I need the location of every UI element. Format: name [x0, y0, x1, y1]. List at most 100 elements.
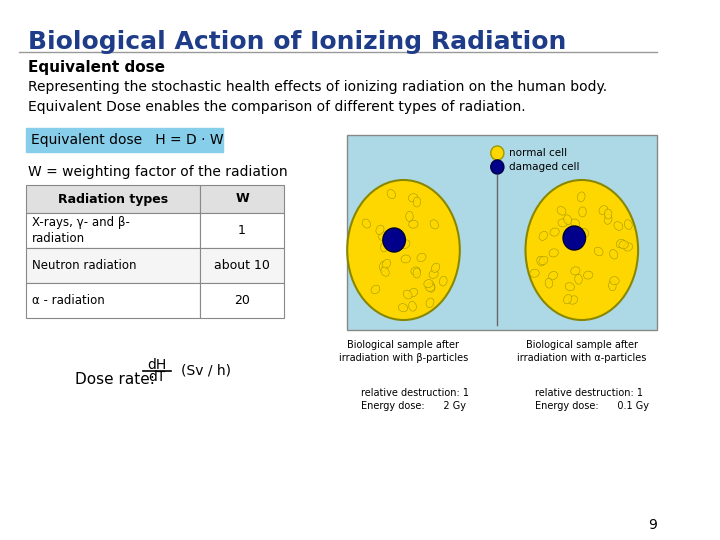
Ellipse shape	[426, 298, 434, 308]
Text: Equivalent dose   H = D · W: Equivalent dose H = D · W	[31, 133, 224, 147]
Bar	[26, 213, 200, 248]
Ellipse shape	[379, 232, 387, 240]
Text: (Sv / h): (Sv / h)	[181, 364, 231, 378]
Ellipse shape	[439, 276, 447, 286]
Ellipse shape	[580, 228, 589, 237]
Text: W: W	[235, 192, 249, 206]
Text: about 10: about 10	[214, 259, 270, 272]
Ellipse shape	[594, 247, 603, 256]
Ellipse shape	[426, 284, 435, 292]
Ellipse shape	[362, 219, 371, 228]
Bar	[26, 248, 200, 283]
Text: W = weighting factor of the radiation: W = weighting factor of the radiation	[28, 165, 288, 179]
Ellipse shape	[406, 211, 413, 221]
Bar	[26, 283, 200, 318]
Ellipse shape	[610, 276, 619, 285]
Ellipse shape	[401, 255, 410, 263]
Ellipse shape	[530, 269, 539, 277]
Ellipse shape	[403, 290, 412, 299]
Ellipse shape	[431, 263, 440, 272]
Text: X-rays, γ- and β-
radiation: X-rays, γ- and β- radiation	[32, 216, 130, 245]
Ellipse shape	[545, 278, 553, 288]
Ellipse shape	[381, 267, 390, 276]
Ellipse shape	[557, 206, 566, 215]
Text: Neutron radiation: Neutron radiation	[32, 259, 136, 272]
Circle shape	[383, 228, 405, 252]
Bar	[200, 248, 284, 283]
Ellipse shape	[413, 268, 420, 278]
Text: Radiation types: Radiation types	[58, 192, 168, 206]
Ellipse shape	[614, 222, 623, 230]
Text: Equivalent dose: Equivalent dose	[28, 60, 165, 75]
Text: normal cell: normal cell	[508, 148, 567, 158]
Ellipse shape	[424, 280, 433, 288]
Ellipse shape	[409, 288, 418, 297]
Ellipse shape	[413, 197, 420, 207]
Ellipse shape	[564, 215, 572, 225]
Ellipse shape	[624, 243, 633, 251]
Ellipse shape	[575, 274, 582, 284]
Ellipse shape	[409, 220, 418, 228]
Text: α - radiation: α - radiation	[32, 294, 104, 307]
Ellipse shape	[565, 282, 575, 291]
Ellipse shape	[569, 296, 577, 304]
Ellipse shape	[537, 256, 544, 266]
Text: relative destruction: 1
Energy dose:      0.1 Gy: relative destruction: 1 Energy dose: 0.1…	[535, 388, 649, 411]
Ellipse shape	[575, 239, 582, 249]
Text: 9: 9	[648, 518, 657, 532]
Ellipse shape	[417, 253, 426, 261]
Bar	[200, 185, 284, 213]
Ellipse shape	[371, 285, 380, 294]
Text: Biological Action of Ionizing Radiation: Biological Action of Ionizing Radiation	[28, 30, 567, 54]
FancyBboxPatch shape	[26, 128, 223, 152]
Ellipse shape	[571, 267, 580, 275]
Ellipse shape	[610, 249, 618, 259]
Text: dT: dT	[148, 370, 166, 384]
Text: Biological sample after
irradiation with β-particles: Biological sample after irradiation with…	[339, 340, 468, 363]
Text: relative destruction: 1
Energy dose:      2 Gy: relative destruction: 1 Energy dose: 2 G…	[361, 388, 469, 411]
Ellipse shape	[571, 219, 580, 227]
Bar	[26, 185, 200, 213]
Text: dH: dH	[147, 358, 166, 372]
Ellipse shape	[379, 261, 387, 272]
Ellipse shape	[411, 267, 420, 275]
Ellipse shape	[558, 219, 567, 227]
Ellipse shape	[579, 207, 586, 217]
Ellipse shape	[539, 256, 548, 265]
Ellipse shape	[616, 239, 625, 248]
Ellipse shape	[376, 225, 384, 234]
Circle shape	[491, 146, 504, 160]
Ellipse shape	[577, 192, 585, 202]
Text: damaged cell: damaged cell	[508, 162, 579, 172]
Ellipse shape	[624, 220, 632, 229]
Ellipse shape	[549, 272, 557, 280]
Ellipse shape	[429, 270, 438, 278]
Ellipse shape	[382, 259, 391, 268]
Circle shape	[491, 160, 504, 174]
Bar	[200, 213, 284, 248]
Ellipse shape	[583, 271, 593, 279]
Text: Biological sample after
irradiation with α-particles: Biological sample after irradiation with…	[517, 340, 647, 363]
Text: 20: 20	[234, 294, 250, 307]
Ellipse shape	[619, 241, 629, 249]
Ellipse shape	[401, 240, 410, 248]
Bar	[347, 135, 657, 330]
Ellipse shape	[409, 301, 416, 311]
Ellipse shape	[428, 282, 435, 292]
Ellipse shape	[381, 242, 388, 252]
Ellipse shape	[526, 180, 638, 320]
Text: Dose rate:: Dose rate:	[75, 372, 155, 387]
Ellipse shape	[398, 303, 408, 312]
Ellipse shape	[604, 214, 612, 224]
Ellipse shape	[599, 206, 608, 214]
Ellipse shape	[347, 180, 460, 320]
Ellipse shape	[430, 220, 438, 229]
Text: 1: 1	[238, 224, 246, 237]
Ellipse shape	[604, 209, 612, 219]
Ellipse shape	[387, 190, 395, 199]
Bar	[200, 283, 284, 318]
Ellipse shape	[564, 294, 572, 304]
Ellipse shape	[539, 231, 547, 240]
Text: Representing the stochastic health effects of ionizing radiation on the human bo: Representing the stochastic health effec…	[28, 80, 607, 113]
Circle shape	[563, 226, 585, 250]
